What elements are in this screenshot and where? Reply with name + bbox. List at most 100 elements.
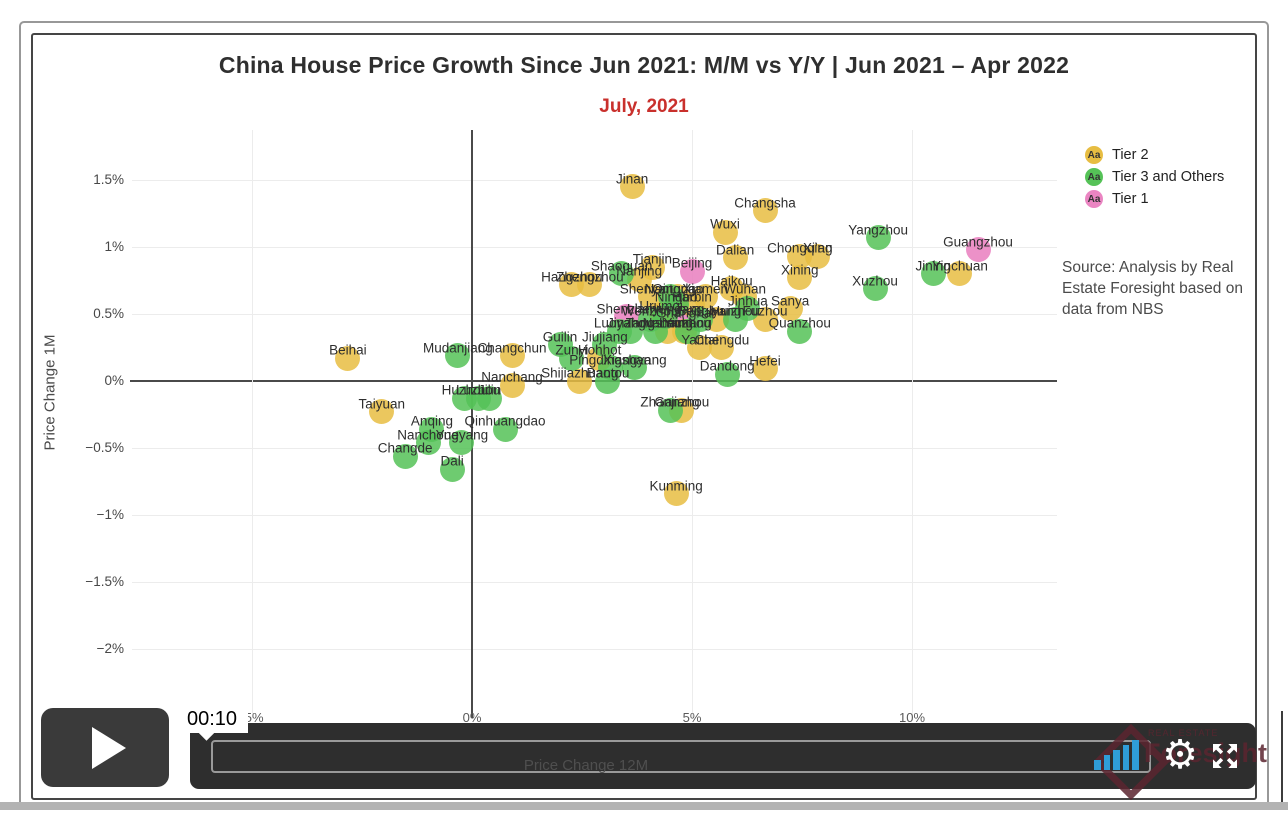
scatter-point-label: Bengbu <box>677 303 725 319</box>
scatter-point-label: Jinzhou <box>607 315 654 331</box>
scatter-point-label: Wuxi <box>710 216 740 232</box>
x-gridline <box>692 130 693 718</box>
scatter-point-label: Tangshan <box>625 315 685 331</box>
x-tick-label: 0% <box>462 710 482 725</box>
tier3-swatch-icon: Aa <box>1085 168 1103 186</box>
page-bottom-strip <box>0 802 1288 810</box>
scatter-point <box>862 276 888 302</box>
chart-legend: Aa Tier 2 Aa Tier 3 and Others Aa Tier 1 <box>1085 144 1224 210</box>
scatter-point <box>787 265 813 291</box>
scatter-point-label: Nanjing <box>616 263 663 279</box>
tier1-swatch-icon: Aa <box>1085 190 1103 208</box>
scatter-point-label: Kunming <box>649 478 703 494</box>
video-control-bar <box>190 723 1256 789</box>
legend-label: Tier 3 and Others <box>1112 169 1225 185</box>
fullscreen-icon[interactable] <box>1209 740 1241 772</box>
y-tick-label: −1.5% <box>85 574 124 589</box>
scatter-point <box>657 397 683 423</box>
scatter-point-label: Jilin <box>477 382 502 398</box>
scatter-point-label: Nantong <box>644 281 696 297</box>
scatter-point-label: Beihai <box>329 342 367 358</box>
scatter-point <box>439 456 465 482</box>
scatter-point <box>805 243 831 269</box>
scatter-point-label: Lanzhou <box>659 315 711 331</box>
x-gridline <box>912 130 913 718</box>
y-tick-label: −0.5% <box>85 440 124 455</box>
scatter-point <box>675 318 701 344</box>
scatter-point-label: Urumqi <box>639 298 683 314</box>
scatter-point-label: Jining <box>915 258 951 274</box>
x-tick-label: 5% <box>682 710 702 725</box>
scatter-point <box>559 345 585 371</box>
scatter-point <box>449 430 475 456</box>
scatter-point-label: Jinhua <box>727 293 768 309</box>
scatter-point-label: Guilin <box>542 329 578 345</box>
scatter-point-label: Jiujiang <box>581 329 628 345</box>
scatter-point-label: Jinan <box>616 171 649 187</box>
scatter-point-label: Yangzhou <box>848 222 909 238</box>
legend-label: Tier 1 <box>1112 191 1149 207</box>
scatter-point <box>777 296 803 322</box>
y-gridline <box>132 247 1057 248</box>
scatter-point-label: Hangzhou <box>541 269 603 285</box>
scatter-point-label: Yinchuan <box>932 258 988 274</box>
y-gridline <box>132 314 1057 315</box>
y-gridline <box>130 380 1057 382</box>
scatter-point-label: Beijing <box>671 255 713 271</box>
scatter-point <box>679 258 705 284</box>
scatter-point <box>947 261 973 287</box>
scatter-point-label: Qinhuangdao <box>464 413 546 429</box>
y-gridline <box>132 649 1057 650</box>
x-axis-label: Price Change 12M <box>523 757 649 774</box>
tier2-swatch-icon: Aa <box>1085 146 1103 164</box>
scatter-point-label: Yantai <box>681 332 719 347</box>
scatter-point-label: Guiyang <box>691 303 742 319</box>
scatter-point <box>865 225 891 251</box>
y-gridline <box>132 582 1057 583</box>
scatter-point-label: Xuzhou <box>852 273 898 289</box>
watermark-brand: Foresight <box>1144 738 1268 768</box>
chart-title: China House Price Growth Since Jun 2021:… <box>218 52 1070 78</box>
legend-item-tier2: Aa Tier 2 <box>1085 144 1224 166</box>
volume-bars-icon[interactable] <box>1094 739 1146 770</box>
gear-icon[interactable]: ⚙ <box>1162 732 1198 778</box>
scatter-point-label: Zhengzhou <box>556 269 624 285</box>
scatter-point-label: Wuhan <box>723 281 767 297</box>
y-gridline <box>132 448 1057 449</box>
scatter-point <box>567 368 593 394</box>
scatter-point <box>920 261 946 287</box>
scatter-point-label: Anqing <box>410 413 453 429</box>
scatter-point-label: Pingdingshan <box>569 352 652 368</box>
scatter-point <box>609 261 635 287</box>
scatter-point-label: Chengdu <box>694 332 750 347</box>
scatter-point-label: Nanchang <box>481 369 543 385</box>
y-tick-label: −2% <box>96 641 124 656</box>
scatter-point <box>445 343 471 369</box>
play-button[interactable] <box>41 708 169 787</box>
scatter-point-label: Shaoguan <box>590 258 653 274</box>
scatter-point-label: Xining <box>781 262 819 278</box>
scatter-point <box>619 174 645 200</box>
scatter-point-label: Taiyuan <box>358 396 406 412</box>
scatter-point-label: Yichang <box>663 315 712 331</box>
scatter-point-label: Dali <box>440 453 464 469</box>
y-gridline <box>132 180 1057 181</box>
scatter-point-label: Nanchong <box>397 427 459 443</box>
scatter-point <box>712 219 738 245</box>
y-tick-label: 0.5% <box>93 306 124 321</box>
source-note: Source: Analysis by Real Estate Foresigh… <box>1062 259 1243 318</box>
scatter-point <box>617 318 643 344</box>
scatter-point-label: Baotou <box>586 365 630 381</box>
scatter-point-label: Changde <box>377 440 433 456</box>
video-progress-bar[interactable] <box>211 740 1151 773</box>
y-tick-label: 0% <box>104 373 124 388</box>
watermark-tagline: REAL ESTATE <box>1148 728 1219 738</box>
scatter-point-label: Tianjin <box>632 251 673 267</box>
scatter-point <box>642 318 668 344</box>
x-gridline <box>252 130 253 718</box>
scatter-point-label: Lianyungang <box>626 301 705 317</box>
scatter-point <box>592 332 618 358</box>
scatter-point-label: Xi'an <box>803 240 833 256</box>
scatter-point-label: Xiangyang <box>602 352 667 368</box>
